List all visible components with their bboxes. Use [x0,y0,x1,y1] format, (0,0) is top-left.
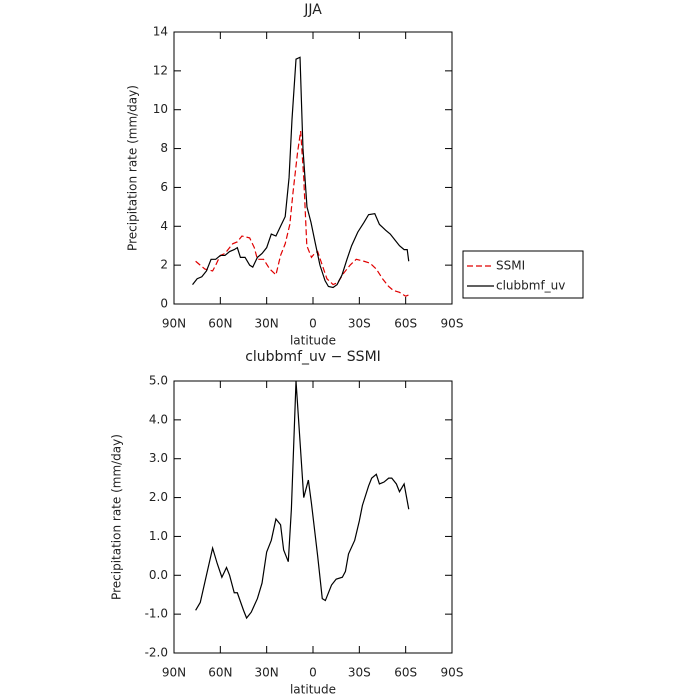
x-axis-label: latitude [290,683,336,697]
legend-box [462,250,584,299]
x-tick-label: 60N [208,666,232,680]
y-axis-label: Precipitation rate (mm/day) [110,434,124,600]
y-tick-label: 0.0 [149,568,168,582]
y-tick-label: 8 [160,141,168,155]
y-tick-label: 5.0 [149,374,168,388]
chart-title: clubbmf_uv − SSMI [245,349,381,365]
data-line [195,131,411,297]
x-axis-label: latitude [290,334,336,348]
y-tick-label: 2.0 [149,490,168,504]
legend-label: clubbmf_uv [496,279,565,293]
y-tick-label: -1.0 [145,607,168,621]
x-tick-label: 30S [348,317,371,331]
x-tick-label: 30N [255,317,279,331]
x-tick-label: 30S [348,666,371,680]
y-tick-label: 14 [153,25,168,39]
x-tick-label: 0 [309,317,317,331]
y-tick-label: 12 [153,63,168,77]
x-tick-label: 30N [255,666,279,680]
y-tick-label: 0 [160,297,168,311]
chart-title: JJA [303,2,322,18]
y-tick-label: 4.0 [149,412,168,426]
data-line [192,56,410,289]
x-tick-label: 90N [162,317,186,331]
y-tick-label: 3.0 [149,451,168,465]
x-tick-label: 90S [441,666,464,680]
y-tick-label: 10 [153,102,168,116]
y-tick-label: 4 [160,219,168,233]
y-tick-label: 2 [160,258,168,272]
x-tick-label: 90N [162,666,186,680]
x-tick-label: 60S [394,666,417,680]
x-tick-label: 0 [309,666,317,680]
x-tick-label: 90S [441,317,464,331]
data-line [195,380,410,620]
y-tick-label: 1.0 [149,529,168,543]
x-tick-label: 60N [208,317,232,331]
y-tick-label: 6 [160,180,168,194]
legend-label: SSMI [496,259,525,273]
plot-frame [173,31,453,305]
y-tick-label: -2.0 [145,646,168,660]
y-axis-label: Precipitation rate (mm/day) [126,85,140,251]
x-tick-label: 60S [394,317,417,331]
